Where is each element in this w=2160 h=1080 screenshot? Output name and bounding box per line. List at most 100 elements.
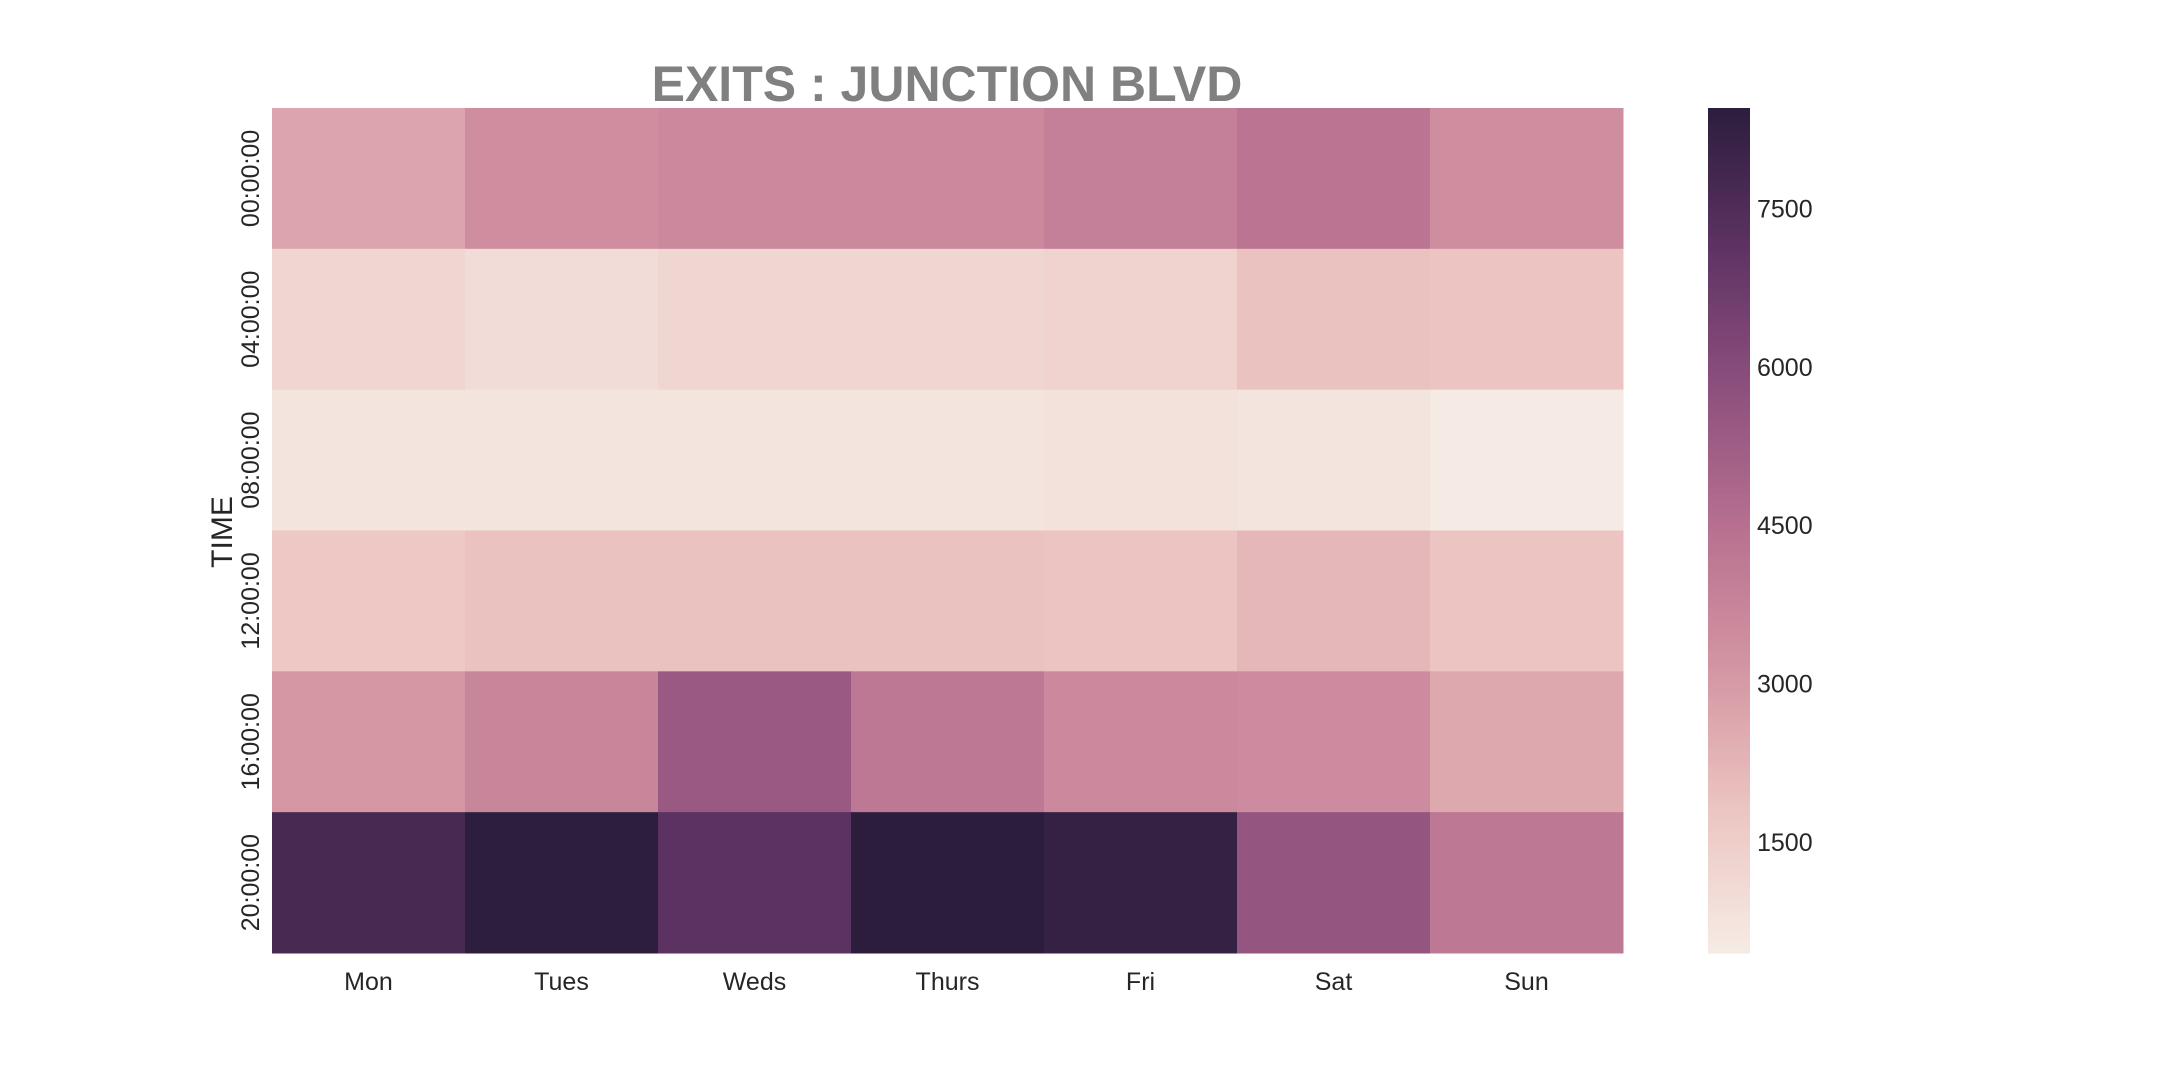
heatmap-cell-160000-fri (1044, 671, 1238, 813)
colorbar-slice (1708, 667, 1750, 674)
colorbar-slice (1708, 588, 1750, 595)
colorbar-slice (1708, 472, 1750, 479)
colorbar-slice (1708, 166, 1750, 172)
colorbar-slice (1708, 889, 1750, 896)
colorbar-slice (1708, 910, 1750, 917)
colorbar-slice (1708, 905, 1750, 912)
colorbar-slice (1708, 504, 1750, 510)
colorbar-slice (1708, 255, 1750, 262)
colorbar-slice (1708, 868, 1750, 875)
colorbar-slice (1708, 419, 1750, 426)
colorbar-slice (1708, 768, 1750, 775)
colorbar-slice (1708, 477, 1750, 484)
colorbar-slice (1708, 535, 1750, 542)
colorbar-slice (1708, 372, 1750, 378)
colorbar-slice (1708, 646, 1750, 653)
colorbar-slice (1708, 752, 1750, 759)
colorbar-slice (1708, 884, 1750, 891)
colorbar-slice (1708, 704, 1750, 711)
colorbar-slice (1708, 324, 1750, 331)
colorbar-slice (1708, 662, 1750, 669)
x-tick-label-mon: Mon (344, 968, 393, 996)
colorbar-slice (1708, 541, 1750, 547)
colorbar-slice (1708, 345, 1750, 352)
colorbar-slice (1708, 873, 1750, 880)
colorbar-slice (1708, 134, 1750, 141)
colorbar-tick-label-6000: 6000 (1757, 354, 1813, 382)
colorbar-slice (1708, 805, 1750, 812)
colorbar-slice (1708, 784, 1750, 790)
colorbar-slice (1708, 947, 1750, 954)
y-tick-label-160000: 16:00:00 (237, 693, 265, 790)
heatmap-cell-120000-sat (1237, 530, 1431, 672)
heatmap-cell-200000-thurs (851, 812, 1045, 954)
colorbar-slice (1708, 826, 1750, 833)
colorbar-slice (1708, 356, 1750, 363)
heatmap-cell-000000-weds (658, 108, 852, 250)
colorbar-slice (1708, 710, 1750, 716)
colorbar-slice (1708, 556, 1750, 563)
colorbar-slice (1708, 567, 1750, 574)
colorbar-slice (1708, 836, 1750, 843)
colorbar-slice (1708, 842, 1750, 848)
colorbar-slice (1708, 350, 1750, 357)
colorbar-slice (1708, 430, 1750, 437)
colorbar-slice (1708, 144, 1750, 151)
colorbar-tick-label-7500: 7500 (1757, 195, 1813, 223)
colorbar-slice (1708, 747, 1750, 753)
colorbar-slice (1708, 942, 1750, 949)
colorbar-slice (1708, 831, 1750, 838)
colorbar-slice (1708, 525, 1750, 532)
heatmap-cell-080000-sun (1430, 389, 1624, 531)
colorbar-slice (1708, 694, 1750, 701)
colorbar-slice (1708, 530, 1750, 537)
colorbar-slice (1708, 699, 1750, 706)
colorbar-slice (1708, 414, 1750, 421)
heatmap-cell-000000-sat (1237, 108, 1431, 250)
colorbar-slice (1708, 435, 1750, 442)
heatmap-cell-080000-fri (1044, 389, 1238, 531)
colorbar-slice (1708, 863, 1750, 870)
colorbar-slice (1708, 150, 1750, 157)
colorbar-slice (1708, 176, 1750, 183)
heatmap-cell-160000-sun (1430, 671, 1624, 813)
colorbar-slice (1708, 160, 1750, 167)
colorbar-slice (1708, 208, 1750, 215)
colorbar-slice (1708, 139, 1750, 146)
heatmap-cell-120000-tues (465, 530, 659, 672)
colorbar-slice (1708, 810, 1750, 817)
heatmap-cell-040000-thurs (851, 248, 1045, 391)
colorbar-slice (1708, 192, 1750, 199)
colorbar-slice (1708, 630, 1750, 637)
heatmap-cell-040000-sun (1430, 248, 1624, 391)
colorbar-slice (1708, 773, 1750, 780)
colorbar-slice (1708, 482, 1750, 489)
heatmap-cell-080000-mon (272, 389, 466, 531)
colorbar-slice (1708, 250, 1750, 257)
colorbar-slice (1708, 424, 1750, 431)
colorbar-slice (1708, 604, 1750, 611)
heatmap-cell-200000-weds (658, 812, 852, 954)
heatmap-cell-120000-weds (658, 530, 852, 672)
colorbar-slice (1708, 213, 1750, 220)
heatmap-cell-040000-mon (272, 248, 466, 391)
colorbar-slice (1708, 277, 1750, 283)
heatmap-cell-120000-sun (1430, 530, 1624, 672)
colorbar-slice (1708, 382, 1750, 389)
colorbar-slice (1708, 688, 1750, 695)
colorbar-slice (1708, 493, 1750, 500)
colorbar-slice (1708, 731, 1750, 738)
colorbar-slice (1708, 673, 1750, 679)
colorbar-tick-label-4500: 4500 (1757, 512, 1813, 540)
y-axis-tick-labels: 00:00:00 04:00:00 08:00:00 12:00:00 16:00:00… (237, 130, 265, 931)
colorbar-slice (1708, 118, 1750, 125)
colorbar-slice (1708, 789, 1750, 796)
colorbar-slice (1708, 451, 1750, 458)
colorbar-slice (1708, 340, 1750, 347)
heatmap-cell-040000-tues (465, 248, 659, 391)
colorbar-slice (1708, 921, 1750, 928)
heatmap-cell-000000-tues (465, 108, 659, 250)
heatmap-cell-200000-sun (1430, 812, 1624, 954)
colorbar-slice (1708, 197, 1750, 204)
